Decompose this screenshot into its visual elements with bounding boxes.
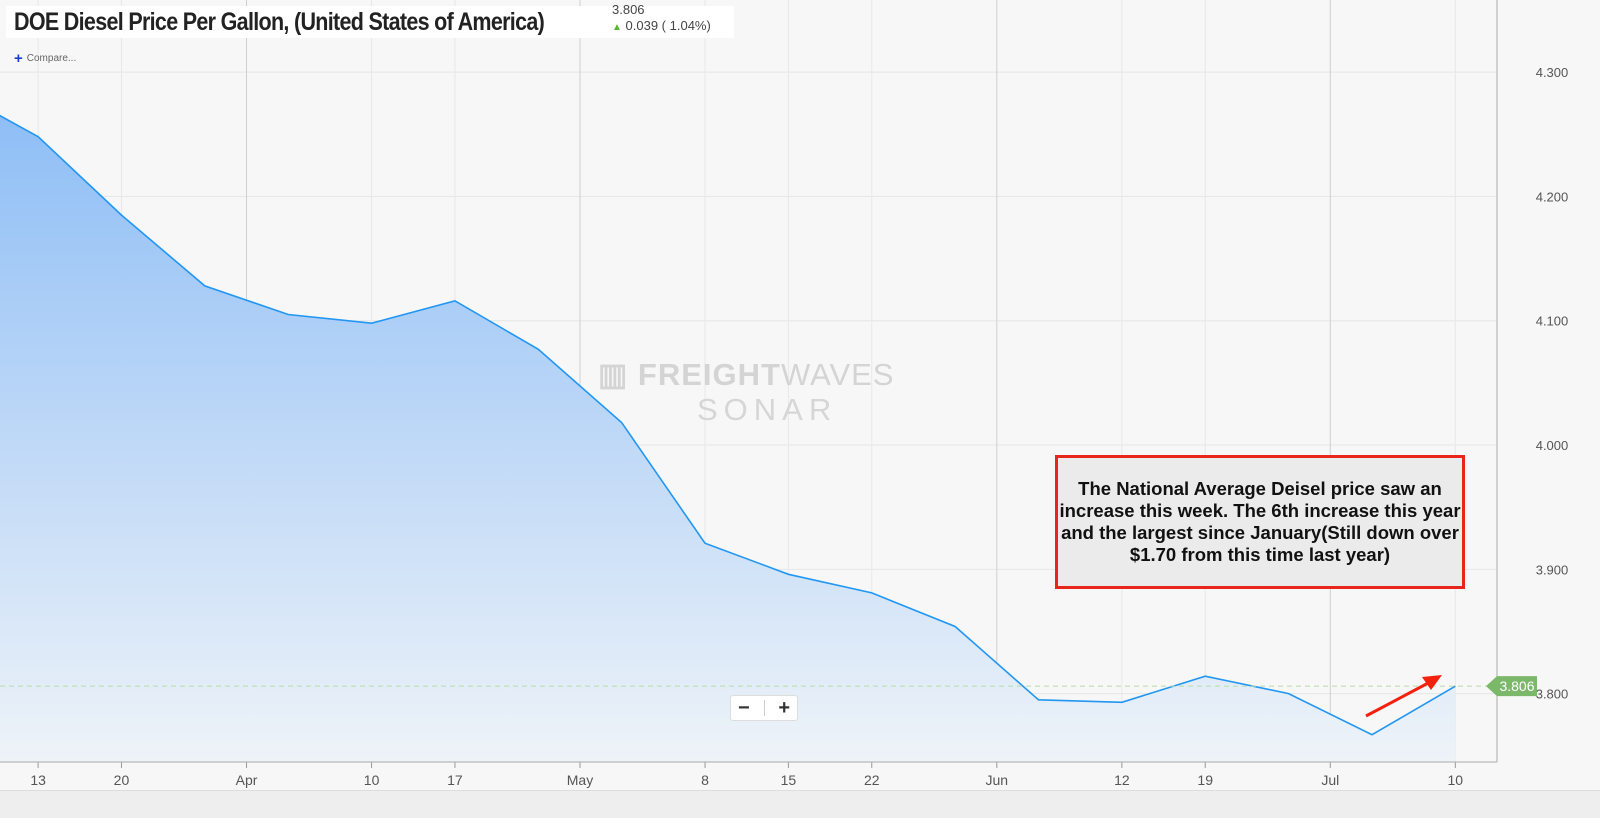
x-tick-label: 19 (1197, 772, 1213, 788)
zoom-in-button[interactable]: + (778, 697, 790, 720)
annotation-box: The National Average Deisel price saw an… (1055, 455, 1465, 589)
zoom-controls: − + (730, 695, 798, 721)
zoom-out-button[interactable]: − (738, 697, 750, 720)
plus-icon: + (14, 50, 23, 67)
x-tick-label: May (567, 772, 593, 788)
x-tick-label: 12 (1114, 772, 1130, 788)
price-change: 0.039 ( 1.04%) (626, 18, 711, 33)
arrow-up-icon: ▲ (612, 22, 622, 33)
x-tick-label: 17 (447, 772, 463, 788)
y-tick-label: 4.200 (1536, 189, 1569, 204)
compare-button[interactable]: + Compare... (14, 50, 76, 67)
watermark-logo: ▥ FREIGHTWAVES (598, 357, 894, 393)
bottom-bar (0, 790, 1600, 818)
x-tick-label: 15 (781, 772, 797, 788)
last-value: 3.806 (612, 2, 711, 18)
x-tick-label: 20 (114, 772, 130, 788)
divider (764, 700, 765, 716)
y-tick-label: 3.800 (1536, 687, 1569, 702)
y-tick-label: 4.000 (1536, 438, 1569, 453)
y-tick-label: 3.900 (1536, 562, 1569, 577)
x-tick-label: Apr (236, 772, 258, 788)
last-price-label: 3.806 (1499, 678, 1534, 694)
price-quote: 3.806 ▲ 0.039 ( 1.04%) (612, 2, 711, 36)
x-tick-label: 8 (701, 772, 709, 788)
x-tick-label: Jul (1321, 772, 1339, 788)
x-tick-label: 22 (864, 772, 880, 788)
x-tick-label: 13 (30, 772, 46, 788)
y-tick-label: 4.300 (1536, 65, 1569, 80)
compare-label: Compare... (27, 53, 76, 64)
watermark-sonar: SONAR (697, 392, 837, 428)
x-tick-label: 10 (364, 772, 380, 788)
chart-title: DOE Diesel Price Per Gallon, (United Sta… (14, 8, 544, 37)
y-tick-label: 4.100 (1536, 314, 1569, 329)
x-tick-label: Jun (986, 772, 1009, 788)
x-tick-label: 10 (1448, 772, 1464, 788)
